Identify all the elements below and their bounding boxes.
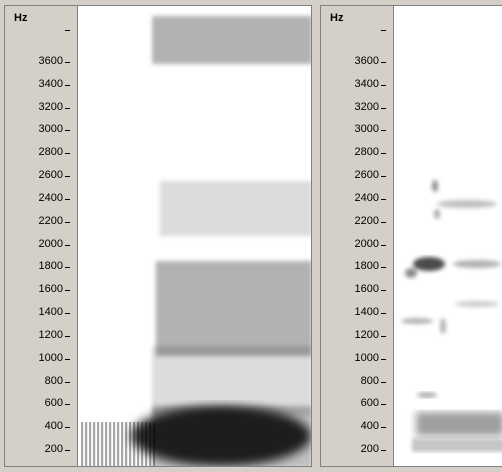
tick-label: 3000: [354, 123, 379, 135]
tick-label: 2600: [354, 169, 379, 181]
tick-label: 1400: [354, 306, 379, 318]
ruler-divider: [393, 6, 397, 466]
spectrogram-panel-left[interactable]: Hz 3600 3400 3200 3000 2800 2600 2400 22…: [4, 5, 312, 467]
tick-mark: [381, 427, 386, 428]
tick-mark: [381, 336, 386, 337]
tick-mark: [381, 153, 386, 154]
spectrogram-image: [81, 16, 311, 466]
tick-label: 2800: [38, 146, 63, 158]
tick-label: 1600: [38, 283, 63, 295]
tick-label: 200: [44, 443, 63, 455]
tick-label: 400: [360, 420, 379, 432]
tick-label: 3400: [354, 78, 379, 90]
tick-mark: [381, 404, 386, 405]
tick-label: 600: [360, 397, 379, 409]
tick-mark: [65, 359, 70, 360]
tick-mark: [65, 130, 70, 131]
tick-mark: [65, 267, 70, 268]
tick-label: 1800: [38, 260, 63, 272]
tick-label: 2400: [38, 192, 63, 204]
tick-mark: [65, 382, 70, 383]
spectrogram-canvas-left[interactable]: [81, 6, 311, 466]
tick-label: 2800: [354, 146, 379, 158]
tick-label: 1000: [38, 352, 63, 364]
tick-mark: [65, 450, 70, 451]
tick-label: 1000: [354, 352, 379, 364]
tick-mark: [65, 199, 70, 200]
tick-label: 2600: [38, 169, 63, 181]
tick-mark: [381, 130, 386, 131]
tick-mark: [381, 245, 386, 246]
tick-mark: [65, 153, 70, 154]
unit-label: Hz: [14, 12, 28, 24]
tick-mark: [381, 62, 386, 63]
tick-mark: [65, 176, 70, 177]
tick-label: 2200: [38, 215, 63, 227]
tick-mark: [65, 108, 70, 109]
tick-mark: [381, 450, 386, 451]
tick-label: 3200: [38, 101, 63, 113]
tick-label: 1200: [354, 329, 379, 341]
tick-label: 3400: [38, 78, 63, 90]
frequency-ruler: Hz 3600 3400 3200 3000 2800 2600 2400 22…: [5, 6, 78, 466]
tick-label: 2400: [354, 192, 379, 204]
ruler-tick: [381, 30, 386, 31]
tick-mark: [65, 427, 70, 428]
tick-mark: [65, 404, 70, 405]
ruler-divider: [77, 6, 81, 466]
tick-label: 3600: [354, 55, 379, 67]
tick-mark: [381, 222, 386, 223]
tick-label: 200: [360, 443, 379, 455]
tick-mark: [65, 313, 70, 314]
frequency-ruler: Hz 3600 3400 3200 3000 2800 2600 2400 22…: [321, 6, 394, 466]
tick-mark: [381, 290, 386, 291]
tick-mark: [381, 85, 386, 86]
tick-label: 1600: [354, 283, 379, 295]
tick-label: 1400: [38, 306, 63, 318]
spectrogram-canvas-right[interactable]: [397, 6, 502, 466]
spectrogram-image: [401, 180, 502, 452]
tick-mark: [65, 245, 70, 246]
tick-label: 1800: [354, 260, 379, 272]
tick-mark: [65, 222, 70, 223]
spectrogram-panel-right[interactable]: Hz 3600 3400 3200 3000 2800 2600 2400 22…: [320, 5, 502, 467]
tick-mark: [381, 108, 386, 109]
tick-label: 3200: [354, 101, 379, 113]
tick-mark: [65, 336, 70, 337]
tick-label: 2200: [354, 215, 379, 227]
tick-mark: [65, 85, 70, 86]
tick-mark: [381, 382, 386, 383]
tick-label: 800: [44, 375, 63, 387]
tick-mark: [381, 359, 386, 360]
tick-mark: [381, 199, 386, 200]
unit-label: Hz: [330, 12, 344, 24]
tick-label: 400: [44, 420, 63, 432]
ruler-tick: [65, 30, 70, 31]
tick-label: 1200: [38, 329, 63, 341]
tick-label: 2000: [38, 238, 63, 250]
tick-mark: [381, 313, 386, 314]
tick-mark: [65, 290, 70, 291]
tick-mark: [65, 62, 70, 63]
tick-mark: [381, 267, 386, 268]
tick-label: 800: [360, 375, 379, 387]
tick-label: 3600: [38, 55, 63, 67]
tick-label: 3000: [38, 123, 63, 135]
tick-mark: [381, 176, 386, 177]
tick-label: 600: [44, 397, 63, 409]
tick-label: 2000: [354, 238, 379, 250]
